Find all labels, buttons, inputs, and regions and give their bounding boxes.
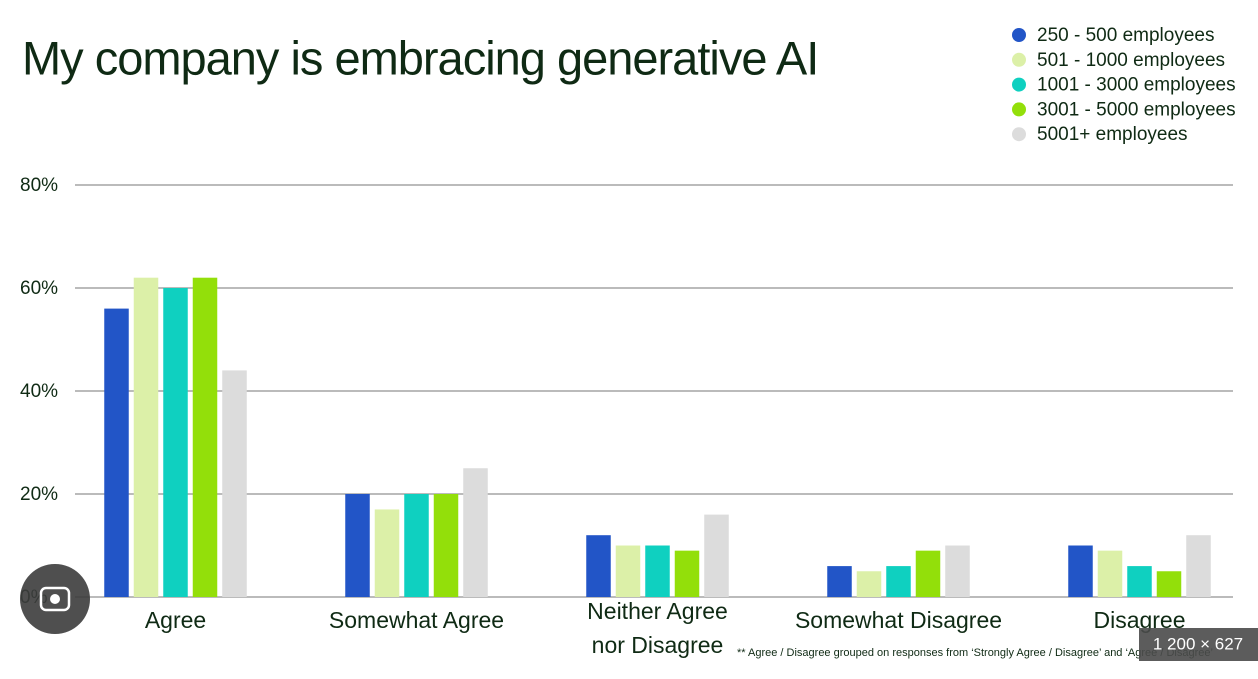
bar (704, 514, 729, 597)
lens-button[interactable] (20, 564, 90, 634)
bar (645, 545, 670, 597)
bar (886, 566, 911, 597)
x-tick-label: Somewhat Agree (329, 607, 504, 633)
bar (163, 288, 188, 597)
bar (1097, 550, 1123, 597)
bar (915, 550, 941, 597)
bar (615, 545, 641, 597)
bar (404, 494, 429, 597)
legend-label: 1001 - 3000 employees (1037, 75, 1236, 96)
y-tick-label: 20% (20, 484, 58, 505)
bar (856, 571, 882, 597)
legend-marker (1012, 102, 1026, 117)
bar (586, 535, 611, 597)
bar (345, 494, 370, 597)
x-tick-label: Somewhat Disagree (795, 607, 1002, 633)
bar (1068, 545, 1093, 597)
size-badge (1139, 628, 1258, 661)
footnote: ** Agree / Disagree grouped on responses… (737, 647, 1213, 659)
lens-icon (39, 586, 71, 612)
bar (1127, 566, 1152, 597)
chart-title: My company is embracing generative AI (22, 31, 818, 84)
y-tick-label: 40% (20, 381, 58, 402)
bar (827, 566, 852, 597)
bar (104, 308, 129, 597)
bar (463, 468, 488, 597)
bar (192, 277, 218, 597)
size-badge-text: 1 200 × 627 (1153, 634, 1243, 653)
x-tick-label: Agree (145, 607, 206, 633)
bar (374, 509, 400, 597)
legend-label: 250 - 500 employees (1037, 25, 1214, 46)
lens-icon-dot (50, 594, 60, 604)
bar (1156, 571, 1182, 597)
legend-label: 3001 - 5000 employees (1037, 99, 1236, 120)
legend-marker (1012, 77, 1026, 92)
bar (945, 545, 970, 597)
y-tick-label: 80% (20, 175, 58, 196)
legend-marker (1012, 28, 1026, 42)
legend-label: 501 - 1000 employees (1037, 50, 1225, 71)
legend-label: 5001+ employees (1037, 124, 1188, 145)
bar (433, 494, 459, 597)
y-tick-label: 60% (20, 278, 58, 299)
bar (674, 550, 700, 597)
bar (1186, 535, 1211, 597)
x-tick-label: Neither Agree nor Disagree (587, 598, 728, 658)
bar (222, 370, 247, 597)
bar (133, 277, 159, 597)
legend-marker (1012, 127, 1026, 142)
legend-marker (1012, 52, 1026, 67)
